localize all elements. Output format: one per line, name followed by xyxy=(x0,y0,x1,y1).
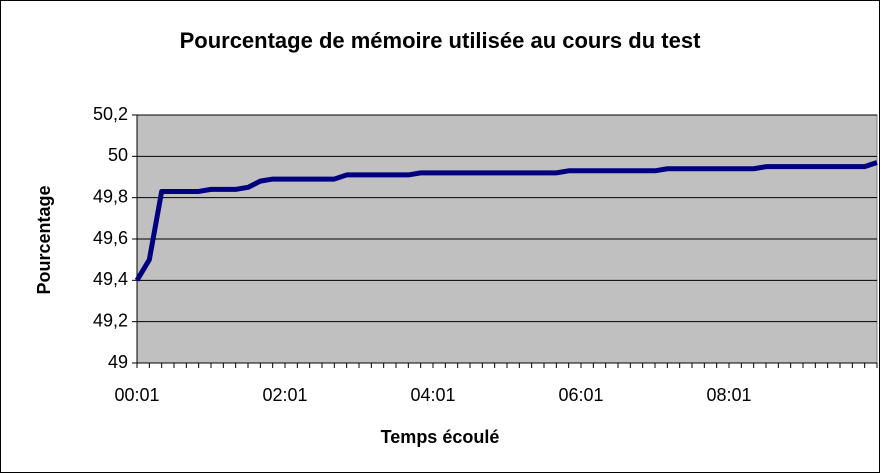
y-tick-label: 50,2 xyxy=(93,104,128,124)
x-tick-label: 04:01 xyxy=(410,385,455,405)
x-tick-label: 00:01 xyxy=(114,385,159,405)
y-tick-label: 49,6 xyxy=(93,228,128,248)
x-tick-label: 02:01 xyxy=(262,385,307,405)
y-tick-label: 49 xyxy=(108,352,128,372)
data-line xyxy=(134,160,878,282)
chart-title: Pourcentage de mémoire utilisée au cours… xyxy=(180,28,701,53)
x-tick-label: 06:01 xyxy=(558,385,603,405)
y-tick-label: 49,4 xyxy=(93,269,128,289)
y-tick-label: 49,2 xyxy=(93,310,128,330)
y-tick-label: 49,8 xyxy=(93,186,128,206)
x-axis-label: Temps écoulé xyxy=(381,427,500,447)
y-axis-label: Pourcentage xyxy=(34,185,54,294)
y-tick-label: 50 xyxy=(108,145,128,165)
x-tick-label: 08:01 xyxy=(706,385,751,405)
